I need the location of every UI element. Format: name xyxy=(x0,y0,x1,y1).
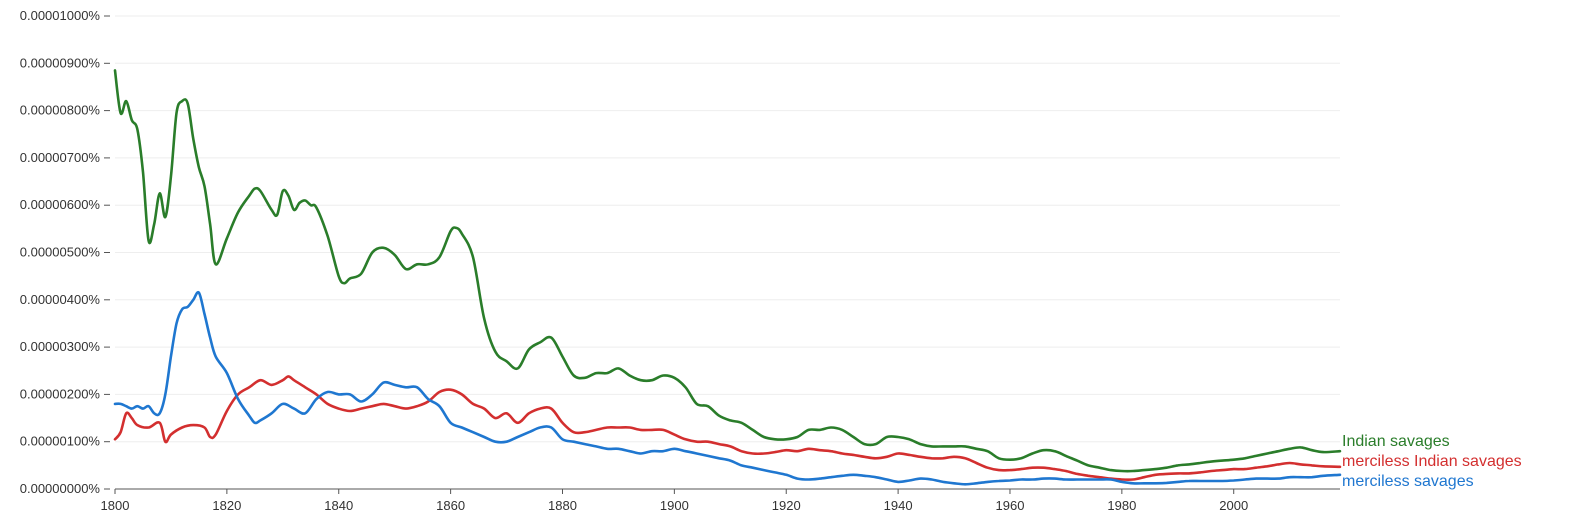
y-tick-label: 0.00000100% xyxy=(20,434,101,449)
x-tick-label: 1940 xyxy=(884,498,913,513)
x-tick-label: 2000 xyxy=(1219,498,1248,513)
x-tick-label: 1840 xyxy=(324,498,353,513)
x-tick-label: 1960 xyxy=(996,498,1025,513)
x-tick-label: 1860 xyxy=(436,498,465,513)
series-label-merciless-indian-savages: merciless Indian savages xyxy=(1342,453,1522,470)
series-labels: Indian savages merciless Indian savages me… xyxy=(1342,433,1522,490)
series-line-merciless-savages xyxy=(113,290,1342,486)
x-tick-label: 1880 xyxy=(548,498,577,513)
y-tick-label: 0.00000700% xyxy=(20,150,101,165)
x-tick-label: 1920 xyxy=(772,498,801,513)
y-tick-label: 0.00000800% xyxy=(20,103,101,118)
gridlines xyxy=(115,15,1340,490)
x-tick-label: 1980 xyxy=(1107,498,1136,513)
y-tick-label: 0.00000600% xyxy=(20,197,101,212)
series-line-indian-savages xyxy=(113,69,1342,473)
axes: 0.00000000% 0.00000100% 0.00000200% 0.00000… xyxy=(20,8,1340,513)
series-lines xyxy=(113,69,1342,486)
y-tick-label: 0.00000000% xyxy=(20,481,101,496)
x-tick-label: 1820 xyxy=(212,498,241,513)
series-label-indian-savages: Indian savages xyxy=(1342,433,1450,450)
y-tick-label: 0.00000900% xyxy=(20,55,101,70)
y-tick-label: 0.00000400% xyxy=(20,292,101,307)
y-tick-label: 0.00000300% xyxy=(20,339,101,354)
series-line-merciless-indian-savages xyxy=(113,375,1342,482)
y-tick-label: 0.00000200% xyxy=(20,386,101,401)
x-tick-label: 1800 xyxy=(101,498,130,513)
y-tick-label: 0.00000500% xyxy=(20,245,101,260)
y-tick-label: 0.00001000% xyxy=(20,8,101,23)
series-label-merciless-savages: merciless savages xyxy=(1342,473,1474,490)
x-tick-label: 1900 xyxy=(660,498,689,513)
